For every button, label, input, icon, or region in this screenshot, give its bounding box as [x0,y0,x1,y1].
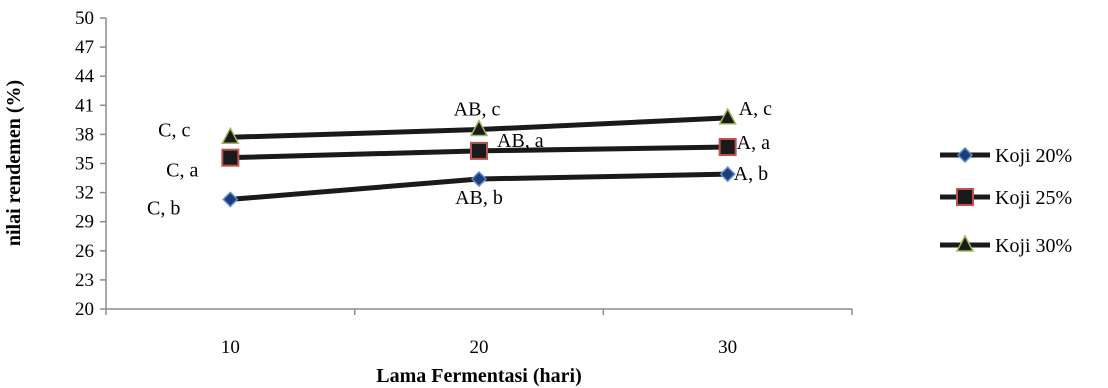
square-marker [718,138,737,157]
legend-label: Koji 20% [995,145,1072,167]
series-3 [221,107,737,145]
legend-diamond-marker [956,146,974,164]
data-label: C, c [158,119,190,141]
x-tick-label: 30 [718,337,737,358]
data-label: AB, a [497,130,544,152]
legend-square-marker [956,188,974,206]
x-axis-title: Lama Fermentasi (hari) [376,365,582,387]
legend-label: Koji 30% [995,235,1072,257]
diamond-marker [222,191,239,208]
data-label: A, a [737,132,770,154]
triangle-marker [221,126,240,145]
x-tick-label: 20 [470,337,489,358]
y-tick-label: 35 [75,154,94,175]
data-label: C, b [147,197,180,219]
legend-label: Koji 25% [995,187,1072,209]
y-tick-label: 50 [75,8,94,29]
y-tick-label: 20 [75,299,94,320]
square-marker [221,148,240,167]
y-tick-label: 23 [75,270,94,291]
legend-item: Koji 25% [940,187,1072,209]
y-tick-label: 44 [75,66,95,87]
y-tick-label: 26 [75,241,94,262]
legend-item: Koji 20% [940,145,1072,167]
y-tick-label: 38 [75,124,94,145]
y-tick-label: 47 [75,37,94,58]
legend-triangle-marker [955,234,975,252]
data-label: AB, b [455,187,503,209]
series-1 [222,166,736,208]
data-label: A, c [739,98,772,120]
y-ticks: 20 23 26 29 32 35 38 41 44 47 50 [75,8,106,320]
square-marker [470,141,488,160]
data-label: AB, c [454,99,501,121]
y-tick-label: 29 [75,212,94,233]
x-ticks: 10 20 30 [105,309,853,358]
x-tick-label: 10 [221,337,240,358]
triangle-marker [718,107,737,125]
diamond-marker [470,170,488,188]
plot-area: C, b AB, b A, b C, a AB, a A, a C, c AB, c A, c [147,98,772,219]
diamond-marker [719,166,736,183]
y-axis-title: nilai rendemen (%) [3,80,25,246]
legend-item: Koji 30% [940,234,1072,257]
legend: Koji 20% Koji 25% Koji 30% [940,145,1072,257]
data-label: C, a [166,160,198,182]
data-labels: C, b AB, b A, b C, a AB, a A, a C, c AB, c A, c [147,98,772,219]
y-tick-label: 41 [75,95,94,116]
y-tick-label: 32 [75,183,94,204]
data-label: A, b [734,163,768,185]
triangle-marker [469,118,489,137]
series-2 [221,138,737,167]
